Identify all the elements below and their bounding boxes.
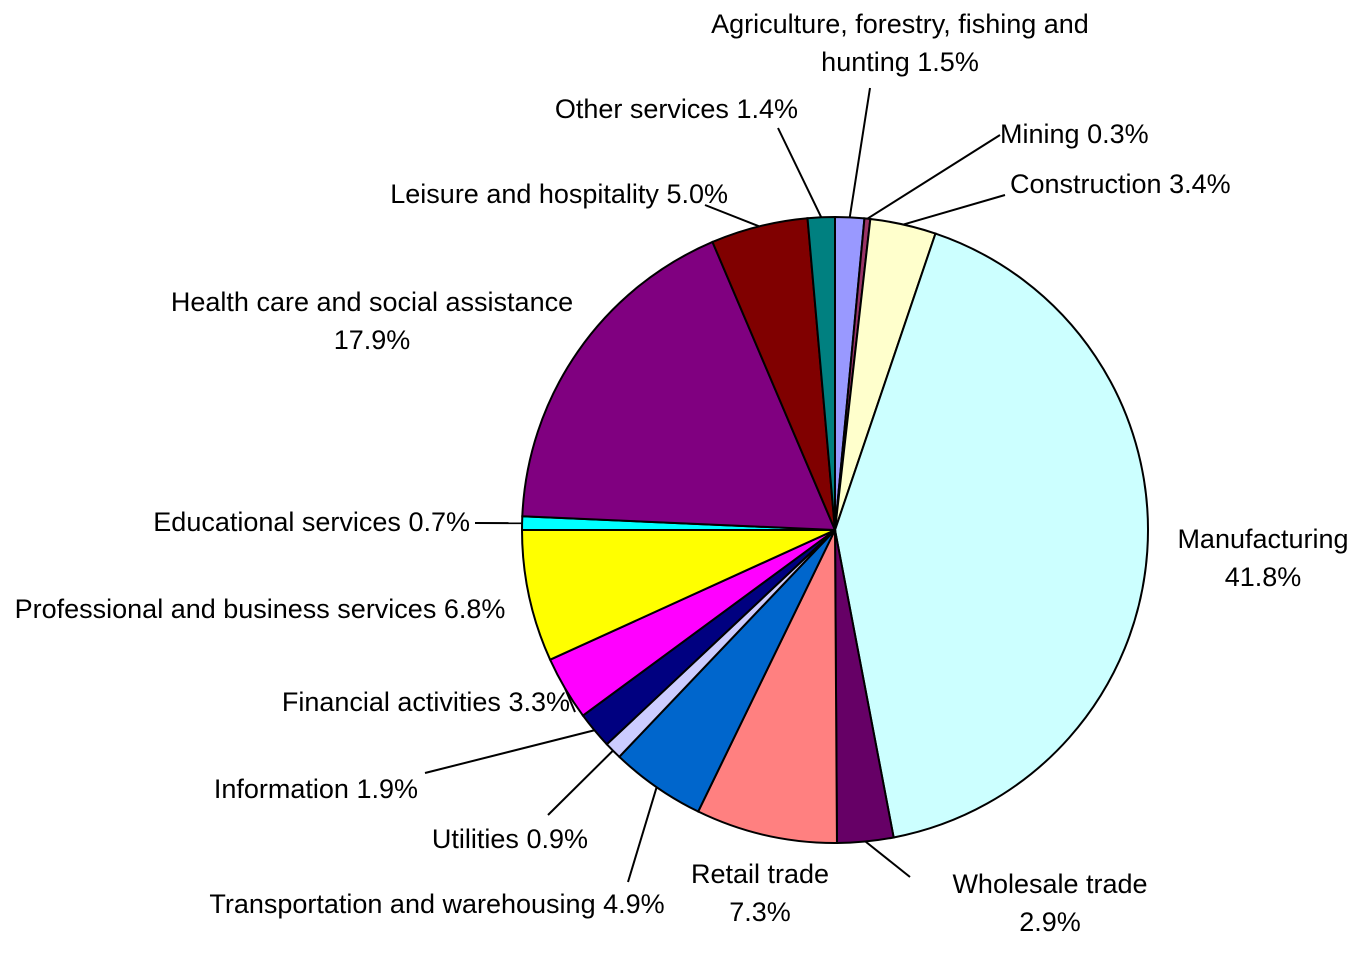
category-name: Other services (554, 94, 729, 124)
category-name: Transportation and warehousing (209, 889, 596, 919)
slice-label: Leisure and hospitality 5.0% (300, 175, 728, 213)
leader-line (848, 87, 871, 218)
category-name: Construction (1010, 169, 1162, 199)
slice-label: Wholesale trade 2.9% (930, 865, 1170, 941)
category-name: Educational services (153, 507, 401, 537)
category-name: Mining (1000, 119, 1080, 149)
leader-line (424, 729, 595, 774)
slice-label: Manufacturing 41.8% (1158, 520, 1368, 596)
category-name: Professional and business services (14, 594, 437, 624)
category-name: Health care and social assistance (170, 287, 574, 317)
slice-label: Construction 3.4% (1010, 165, 1310, 203)
value-label: 0.9% (526, 824, 588, 854)
category-name: Retail trade (690, 859, 830, 889)
value-label: 17.9% (333, 325, 411, 355)
pie-slice (806, 215, 836, 531)
value-label: 1.4% (736, 94, 798, 124)
category-name: Leisure and hospitality (390, 179, 659, 209)
category-name: Utilities (431, 824, 519, 854)
category-name: Financial activities (281, 687, 501, 717)
leader-line (564, 688, 576, 713)
pie-slice (833, 232, 1149, 839)
pie-slice (696, 529, 838, 844)
value-label: 0.3% (1087, 119, 1149, 149)
slice-label: Agriculture, forestry, fishing and hunti… (690, 5, 1110, 81)
slice-label: Health care and social assistance 17.9% (132, 283, 612, 359)
slice-label: Professional and business services 6.8% (5, 590, 515, 628)
leader-line (777, 127, 823, 218)
slice-label: Transportation and warehousing 4.9% (202, 885, 672, 923)
slice-label: Educational services 0.7% (70, 503, 470, 541)
pie-slice (521, 240, 837, 532)
value-label: 41.8% (1224, 562, 1302, 592)
value-label: 1.9% (356, 774, 418, 804)
leader-line (547, 749, 614, 816)
leader-line (866, 134, 1001, 220)
slice-label: Financial activities 3.3% (170, 683, 570, 721)
leader-line (902, 194, 1006, 226)
slice-label: Utilities 0.9% (288, 820, 588, 858)
category-name: Information (213, 774, 349, 804)
value-label: 3.3% (508, 687, 570, 717)
category-name: Agriculture, forestry, fishing and hunti… (711, 9, 1089, 77)
leader-line (704, 204, 760, 228)
category-name: Manufacturing (1177, 524, 1349, 554)
value-label: 0.7% (408, 507, 470, 537)
slice-label: Retail trade 7.3% (670, 855, 850, 931)
value-label: 7.3% (729, 897, 791, 927)
value-label: 5.0% (666, 179, 728, 209)
value-label: 6.8% (443, 594, 506, 624)
leader-line (864, 840, 911, 878)
slice-label: Other services 1.4% (450, 90, 798, 128)
value-label: 3.4% (1169, 169, 1231, 199)
slice-label: Information 1.9% (118, 770, 418, 808)
value-label: 2.9% (1019, 907, 1081, 937)
slice-label: Mining 0.3% (1000, 115, 1250, 153)
value-label: 4.9% (603, 889, 665, 919)
pie-slice (520, 529, 836, 662)
leader-line (627, 786, 658, 883)
category-name: Wholesale trade (952, 869, 1148, 899)
value-label: 1.5% (917, 47, 979, 77)
